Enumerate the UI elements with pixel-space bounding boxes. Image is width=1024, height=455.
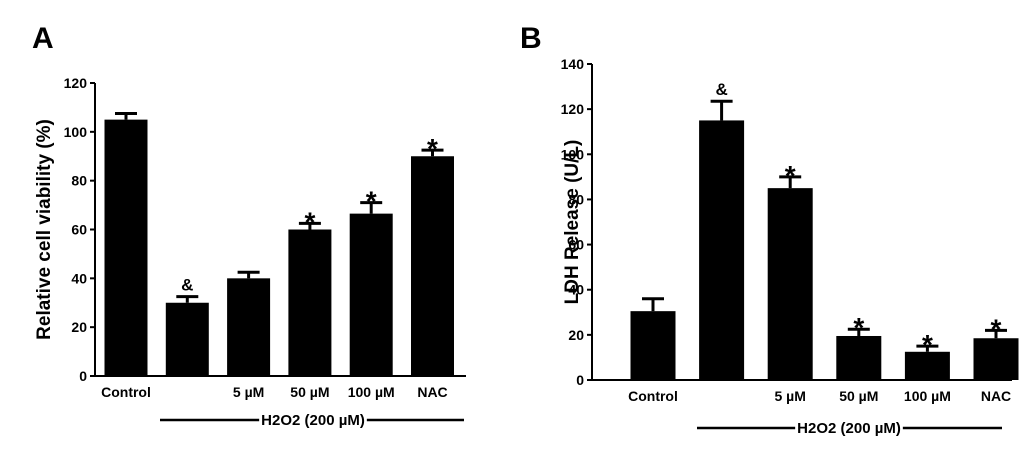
category-label: 5 µM [233,384,264,400]
category-label: 50 µM [839,388,878,404]
y-tick-label: 40 [71,270,87,286]
y-tick-label: 20 [568,327,584,343]
bar [288,229,332,376]
y-tick-label: 80 [568,191,584,207]
category-label: NAC [981,388,1011,404]
category-label: 100 µM [348,384,395,400]
bar [699,120,745,380]
panel-letter: A [32,22,54,55]
y-tick-label: 120 [64,75,88,91]
y-axis-title: LDH Release (U/L) [562,140,583,305]
panel-b: B 0 20 40 60 80 100 120 140 LDH Release (U/L) Cont… [520,22,1019,437]
significance-star: * [304,206,315,237]
bar [904,351,950,380]
group-label: H2O2 (200 µM) [261,412,365,429]
bar [836,335,882,380]
y-axis-title: Relative cell viability (%) [34,119,55,340]
significance-star: * [991,313,1002,344]
y-tick-label: 0 [576,372,584,388]
category-label: Control [628,388,678,404]
panel-a: A 0 20 40 60 80 100 120 Relative cell viability … [32,22,466,429]
y-tick-label: 100 [561,146,585,162]
significance-star: * [366,186,377,217]
significance-star: * [427,133,438,164]
category-label: 100 µM [904,388,951,404]
category-label: Control [101,384,151,400]
category-label: 50 µM [290,384,329,400]
bar [165,302,209,376]
y-tick-label: 100 [64,124,88,140]
bar [973,338,1019,380]
panel-letter: B [520,22,542,55]
y-tick-label: 120 [561,101,585,117]
bar [630,311,676,380]
bar [104,119,148,376]
significance-ampersand: & [181,276,193,295]
bar [767,188,813,380]
y-tick-label: 20 [71,319,87,335]
y-tick-label: 40 [568,282,584,298]
y-tick-label: 80 [71,173,87,189]
y-tick-label: 60 [71,222,87,238]
category-label: 5 µM [774,388,805,404]
y-tick-label: 0 [79,368,87,384]
significance-star: * [853,312,864,343]
category-label: NAC [417,384,447,400]
significance-star: * [922,329,933,360]
y-tick-label: 140 [561,56,585,72]
y-tick-label: 60 [568,237,584,253]
significance-star: * [785,160,796,191]
group-label: H2O2 (200 µM) [797,420,901,437]
bar [411,156,454,376]
significance-ampersand: & [715,80,727,99]
bar [227,278,271,376]
bar [349,213,393,376]
